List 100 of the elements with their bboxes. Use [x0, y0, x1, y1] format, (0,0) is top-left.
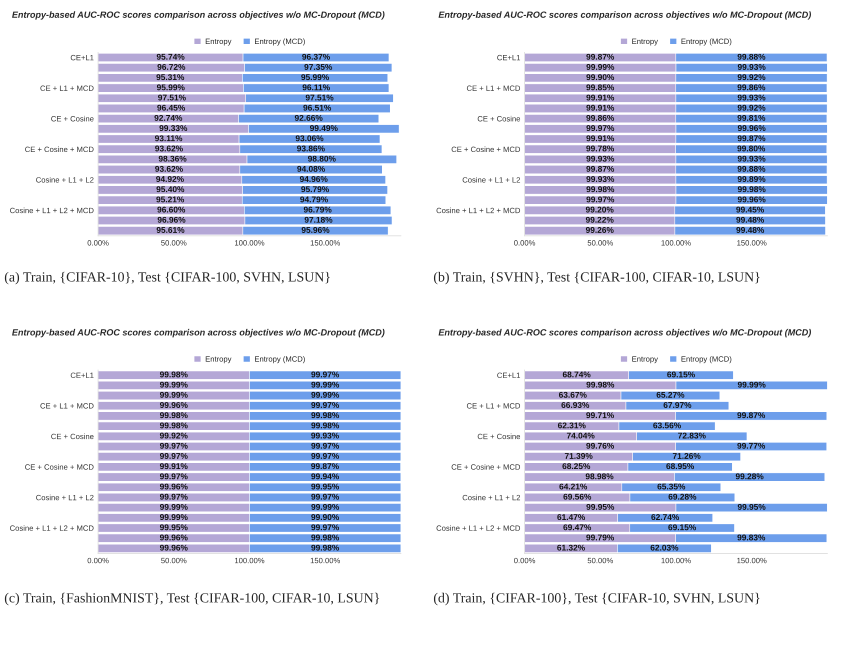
data-label: 99.20%	[586, 206, 614, 213]
data-label: 99.49%	[310, 125, 338, 132]
data-label: 99.85%	[586, 84, 614, 90]
data-label: 93.06%	[296, 135, 324, 142]
data-label: 99.97%	[311, 494, 340, 500]
data-label: 99.86%	[586, 114, 614, 121]
data-label: 99.91%	[586, 135, 614, 142]
data-label: 99.28%	[736, 473, 764, 480]
data-label: 69.15%	[667, 372, 695, 378]
data-label: 97.35%	[304, 64, 332, 70]
data-label: 99.93%	[586, 156, 614, 162]
data-label: 95.99%	[156, 84, 185, 90]
data-label: 99.98%	[738, 186, 766, 192]
data-label: 92.74%	[154, 114, 182, 121]
data-label: 95.96%	[302, 227, 330, 233]
data-label: 99.77%	[737, 442, 766, 449]
data-label: 99.81%	[738, 114, 766, 121]
data-label: 96.45%	[157, 104, 186, 111]
text: (b) Train, {SVHN}, Test {CIFAR-100, CIFAR-10, LSUN}	[434, 272, 760, 284]
data-label: 93.62%	[155, 146, 183, 152]
data-label: 99.76%	[586, 442, 614, 449]
data-label: 99.97%	[311, 372, 340, 378]
data-label: 63.56%	[653, 422, 681, 428]
data-label: 99.91%	[586, 104, 614, 111]
data-label: 99.97%	[311, 524, 340, 530]
data-label: 99.96%	[160, 402, 188, 408]
data-label: 99.98%	[160, 372, 188, 378]
data-label: 99.95%	[311, 484, 340, 490]
data-label: 93.11%	[154, 135, 182, 142]
data-label: 99.88%	[738, 166, 766, 172]
data-label: 99.98%	[586, 382, 614, 388]
data-label: 99.97%	[311, 402, 340, 408]
data-label: 71.26%	[672, 453, 701, 459]
data-label: 95.31%	[156, 74, 184, 80]
data-label: 99.45%	[736, 206, 764, 213]
data-label: 68.25%	[562, 463, 590, 470]
data-label: 62.74%	[651, 514, 680, 520]
data-label: 99.96%	[738, 196, 766, 202]
data-label: 97.51%	[306, 94, 334, 100]
data-label: 99.26%	[586, 227, 614, 233]
data-label: 67.97%	[664, 402, 692, 408]
data-label: 61.32%	[557, 544, 585, 551]
data-label: 96.11%	[302, 84, 330, 90]
data-label: 99.99%	[160, 514, 188, 520]
data-label: 72.83%	[678, 432, 706, 439]
data-label: 99.79%	[586, 534, 614, 540]
data-label: 62.03%	[650, 544, 678, 551]
data-label: 99.97%	[160, 494, 188, 500]
data-label: 99.78%	[586, 146, 614, 152]
data-label: 94.08%	[297, 166, 325, 172]
data-label: 99.87%	[586, 166, 614, 172]
data-label: 99.93%	[738, 64, 766, 70]
data-label: 99.48%	[736, 216, 764, 223]
data-label: 99.92%	[160, 432, 188, 439]
data-label: 96.72%	[157, 64, 186, 70]
data-label: 99.98%	[311, 422, 340, 428]
data-label: 99.87%	[311, 463, 339, 470]
data-label: 99.91%	[586, 94, 614, 100]
data-label: 96.60%	[157, 206, 186, 213]
data-label: 92.66%	[294, 114, 323, 121]
data-label: 99.98%	[586, 186, 614, 192]
data-label: 99.99%	[311, 392, 340, 398]
data-label: 62.31%	[558, 422, 586, 428]
data-label: 96.96%	[158, 216, 186, 223]
data-label: 99.99%	[160, 392, 188, 398]
data-label: 99.33%	[159, 125, 188, 132]
data-label: 98.98%	[586, 473, 614, 480]
chart-title: Entropy-based AUC-ROC scores comparison across objectives w/o MC-Dropout (MCD)	[12, 328, 384, 338]
data-label: 98.80%	[308, 156, 336, 162]
data-label: 99.87%	[738, 135, 766, 142]
data-label: 99.97%	[586, 125, 614, 132]
data-label: 65.35%	[657, 484, 686, 490]
data-label: 99.22%	[586, 216, 614, 223]
data-label: 61.47%	[557, 514, 586, 520]
data-label: 96.51%	[303, 104, 332, 111]
data-label: 96.37%	[302, 54, 330, 60]
data-label: 99.48%	[736, 227, 764, 233]
data-label: 99.99%	[311, 504, 340, 510]
data-label: 98.36%	[158, 156, 186, 162]
data-label: 99.98%	[311, 534, 340, 540]
data-label: 68.74%	[562, 372, 591, 378]
data-label: 94.92%	[156, 176, 184, 182]
data-label: 99.80%	[737, 146, 766, 152]
data-label: 74.04%	[566, 432, 595, 439]
data-label: 99.97%	[160, 453, 188, 459]
data-label: 99.93%	[311, 432, 339, 439]
data-label: 99.98%	[160, 422, 188, 428]
chart-title: Entropy-based AUC-ROC scores comparison across objectives w/o MC-Dropout (MCD)	[438, 11, 811, 20]
data-label: 99.92%	[738, 74, 766, 80]
data-label: 95.40%	[156, 186, 184, 192]
data-label: 99.99%	[586, 64, 614, 70]
data-label: 69.28%	[668, 494, 696, 500]
data-label: 99.96%	[160, 534, 188, 540]
data-label: 95.79%	[301, 186, 329, 192]
data-label: 68.95%	[666, 463, 694, 470]
data-label: 99.98%	[311, 412, 340, 418]
data-label: 99.97%	[311, 453, 340, 459]
data-label: 71.39%	[564, 453, 593, 459]
data-label: 99.88%	[738, 54, 766, 60]
data-label: 99.90%	[586, 74, 614, 80]
